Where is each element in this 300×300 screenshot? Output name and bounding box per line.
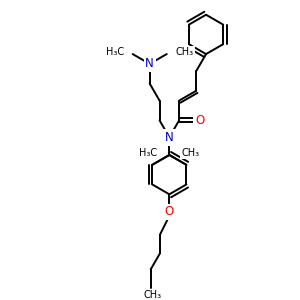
Text: O: O xyxy=(165,206,174,218)
Text: CH₃: CH₃ xyxy=(176,47,194,57)
Text: N: N xyxy=(145,57,154,70)
Text: H₃C: H₃C xyxy=(140,148,158,158)
Text: CH₃: CH₃ xyxy=(144,290,162,300)
Text: O: O xyxy=(195,114,204,127)
Text: N: N xyxy=(165,131,174,144)
Text: CH₃: CH₃ xyxy=(181,148,199,158)
Text: H₃C: H₃C xyxy=(106,47,124,57)
